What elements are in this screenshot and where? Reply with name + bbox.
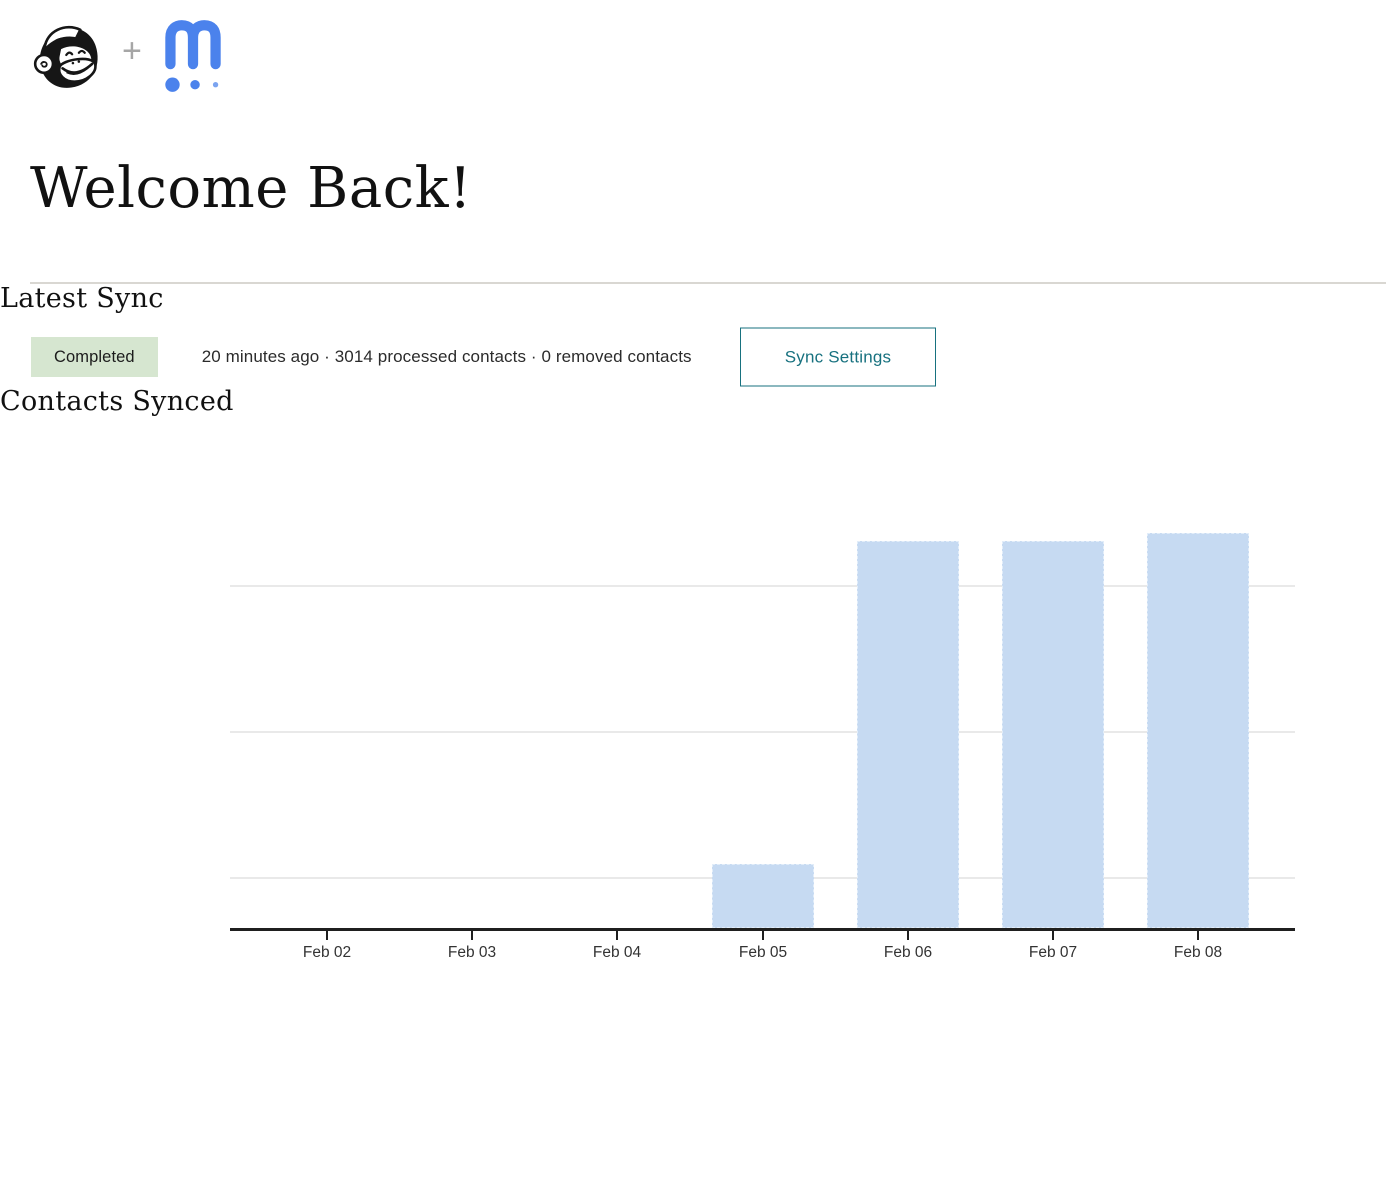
chart-bar[interactable] <box>857 540 959 928</box>
contacts-synced-chart: Feb 02 Feb 03 Feb 04 Feb 05 Feb 06 Feb 07 Feb … <box>0 445 1386 973</box>
x-tick <box>762 930 764 940</box>
gridline <box>230 584 1295 587</box>
chart-bar[interactable] <box>1147 532 1249 928</box>
x-tick-label: Feb 07 <box>1028 943 1078 961</box>
chart-bar[interactable] <box>1002 540 1104 928</box>
x-tick-label: Feb 05 <box>738 943 788 961</box>
x-tick <box>1052 930 1054 940</box>
x-tick <box>907 930 909 940</box>
x-tick-label: Feb 04 <box>592 943 642 961</box>
header-logo-bar: + <box>0 0 1386 96</box>
mailchimp-freddie-logo <box>33 25 98 88</box>
latest-sync-row: Completed 20 minutes ago · 3014 processe… <box>31 327 1386 387</box>
page-title: Welcome Back! <box>30 156 473 221</box>
x-tick <box>471 930 473 940</box>
x-axis <box>230 927 1295 931</box>
sync-settings-button[interactable]: Sync Settings <box>740 327 936 387</box>
x-tick-label: Feb 02 <box>302 943 352 961</box>
x-tick <box>1197 930 1199 940</box>
x-tick-label: Feb 03 <box>447 943 497 961</box>
section-divider <box>30 281 1386 284</box>
m-dots-logo <box>165 20 221 92</box>
chart-bar[interactable] <box>712 863 814 928</box>
plus-icon: + <box>122 32 142 70</box>
contacts-synced-heading: Contacts Synced <box>0 386 234 418</box>
x-tick <box>616 930 618 940</box>
latest-sync-heading: Latest Sync <box>0 282 164 314</box>
sync-summary-text: 20 minutes ago · 3014 processed contacts… <box>201 347 692 367</box>
status-badge: Completed <box>31 337 158 378</box>
x-tick <box>326 930 328 940</box>
x-tick-label: Feb 06 <box>883 943 933 961</box>
x-tick-label: Feb 08 <box>1173 943 1223 961</box>
gridline <box>230 730 1295 733</box>
